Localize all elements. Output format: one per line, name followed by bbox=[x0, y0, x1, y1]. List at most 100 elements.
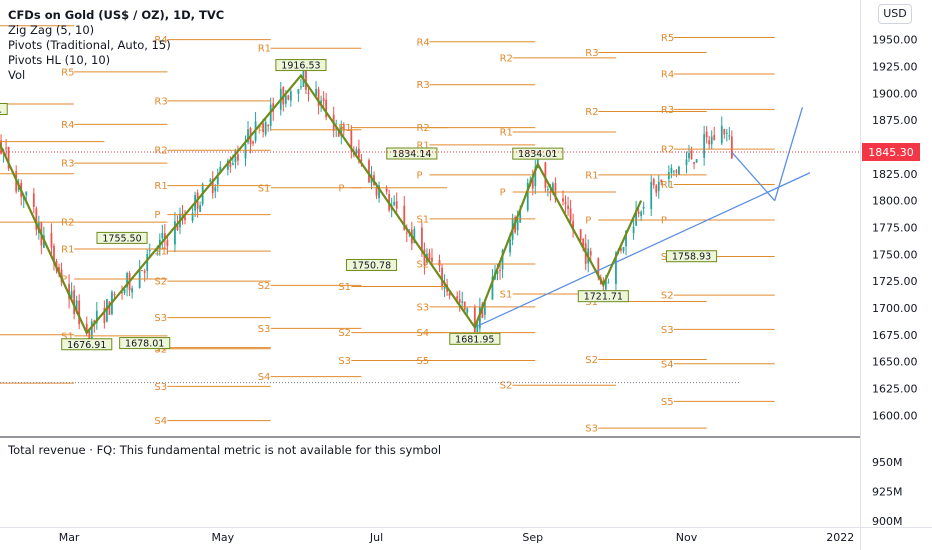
candle-body bbox=[403, 205, 406, 231]
candle-body bbox=[340, 126, 343, 137]
candle-body bbox=[297, 89, 300, 94]
candle-body bbox=[642, 206, 645, 209]
trendline[interactable] bbox=[774, 107, 804, 201]
candle-body bbox=[229, 162, 232, 167]
candle-body bbox=[166, 240, 169, 246]
pivot-hl-label-box bbox=[512, 147, 564, 160]
candle-body bbox=[315, 89, 317, 96]
price-tick-label: 1900.00 bbox=[872, 87, 918, 100]
pivot-label-s3: S3 bbox=[258, 324, 271, 335]
pivot-hl-label-box bbox=[275, 59, 327, 72]
pivot-hl-label-box bbox=[665, 250, 718, 263]
study-volume[interactable]: Vol bbox=[8, 68, 26, 82]
price-tick-label: 1800.00 bbox=[872, 195, 918, 208]
study-pivots-traditional[interactable]: Pivots (Traditional, Auto, 15) bbox=[8, 38, 171, 52]
candle-body bbox=[695, 159, 698, 163]
pivot-label-r2: R2 bbox=[585, 107, 598, 118]
candle-body bbox=[85, 323, 88, 333]
trendline[interactable] bbox=[731, 151, 776, 202]
candle-body bbox=[75, 300, 78, 313]
pivot-label-r1: R1 bbox=[338, 123, 351, 134]
candle-body bbox=[625, 230, 627, 247]
candle-body bbox=[191, 213, 194, 221]
candle-body bbox=[501, 250, 504, 270]
last-price-badge[interactable] bbox=[862, 143, 920, 162]
candle-body bbox=[481, 303, 484, 318]
candle-body bbox=[269, 104, 272, 126]
study-zigzag[interactable]: Zig Zag (5, 10) bbox=[8, 23, 95, 37]
candle-body bbox=[673, 170, 675, 172]
candle-body bbox=[478, 306, 481, 329]
candle-body bbox=[473, 307, 476, 334]
candle-body bbox=[284, 95, 287, 104]
candle-body bbox=[58, 267, 60, 272]
candle-body bbox=[622, 247, 625, 252]
candle-body bbox=[35, 208, 38, 230]
candle-body bbox=[652, 179, 655, 186]
zigzag-line bbox=[0, 73, 643, 335]
candle-body bbox=[678, 166, 680, 175]
pivot-hl-label-box bbox=[96, 231, 148, 244]
candle-body bbox=[564, 202, 567, 204]
pivot-label-r3: R3 bbox=[661, 105, 674, 116]
study-pivots-hl[interactable]: Pivots HL (10, 10) bbox=[8, 53, 111, 67]
price-tick-label: 1675.00 bbox=[872, 329, 918, 342]
candle-body bbox=[7, 146, 10, 169]
candle-body bbox=[441, 267, 443, 286]
candle-body bbox=[604, 280, 607, 290]
pivot-label-s1: S1 bbox=[258, 183, 271, 194]
candle-body bbox=[461, 301, 464, 303]
candle-body bbox=[597, 258, 600, 278]
candle-body bbox=[675, 170, 678, 173]
candle-body bbox=[615, 252, 617, 284]
candle-body bbox=[163, 233, 166, 240]
symbol-title[interactable]: CFDs on Gold (US$ / OZ), 1D, TVC bbox=[8, 8, 225, 22]
candle-body bbox=[252, 141, 254, 144]
pivot-hl-label: 1758.93 bbox=[672, 252, 711, 263]
volume-tick-label: 925M bbox=[872, 486, 903, 499]
pivot-label-r3: R3 bbox=[416, 80, 429, 91]
pivot-label-s4: S4 bbox=[154, 416, 167, 427]
candle-body bbox=[554, 183, 557, 199]
pivot-label-r1: R1 bbox=[416, 140, 429, 151]
candle-body bbox=[635, 209, 637, 226]
candle-body bbox=[730, 136, 733, 159]
pivot-label-s3: S3 bbox=[154, 313, 167, 324]
pivot-label-s1: S1 bbox=[61, 331, 74, 342]
pivot-hl-label: 1676.91 bbox=[67, 340, 106, 351]
time-tick-label: Mar bbox=[59, 531, 80, 544]
candle-body bbox=[214, 187, 217, 192]
trendline[interactable] bbox=[474, 172, 811, 328]
time-tick-label: Jul bbox=[369, 531, 383, 544]
candle-body bbox=[355, 149, 358, 154]
pivot-label-s2: S2 bbox=[416, 259, 429, 270]
candle-body bbox=[703, 134, 706, 158]
price-tick-label: 1925.00 bbox=[872, 60, 918, 73]
price-tick-label: 1825.00 bbox=[872, 168, 918, 181]
candle-body bbox=[199, 205, 202, 212]
pivot-label-p: P bbox=[154, 210, 160, 221]
candle-body bbox=[720, 125, 723, 144]
pivot-hl-label: 1755.50 bbox=[102, 233, 141, 244]
pivot-label-p: P bbox=[661, 215, 667, 226]
candle-body bbox=[232, 163, 234, 165]
pivot-label-s3: S3 bbox=[154, 382, 167, 393]
pivot-label-p: P bbox=[338, 183, 344, 194]
candle-body bbox=[438, 260, 441, 266]
candle-body bbox=[562, 198, 564, 202]
candle-body bbox=[219, 166, 222, 173]
candle-body bbox=[360, 159, 363, 161]
candle-body bbox=[375, 187, 378, 196]
candle-body bbox=[68, 283, 70, 299]
currency-button[interactable]: USD bbox=[878, 4, 912, 24]
candle-body bbox=[567, 205, 569, 209]
pivot-hl-label-box bbox=[0, 102, 8, 115]
candle-body bbox=[655, 185, 658, 193]
pivot-label-s2: S2 bbox=[661, 291, 674, 302]
candle-body bbox=[431, 257, 433, 262]
candle-body bbox=[657, 181, 660, 191]
candle-body bbox=[216, 174, 219, 185]
candle-body bbox=[262, 123, 265, 133]
pivot-hl-label-box bbox=[61, 338, 113, 351]
